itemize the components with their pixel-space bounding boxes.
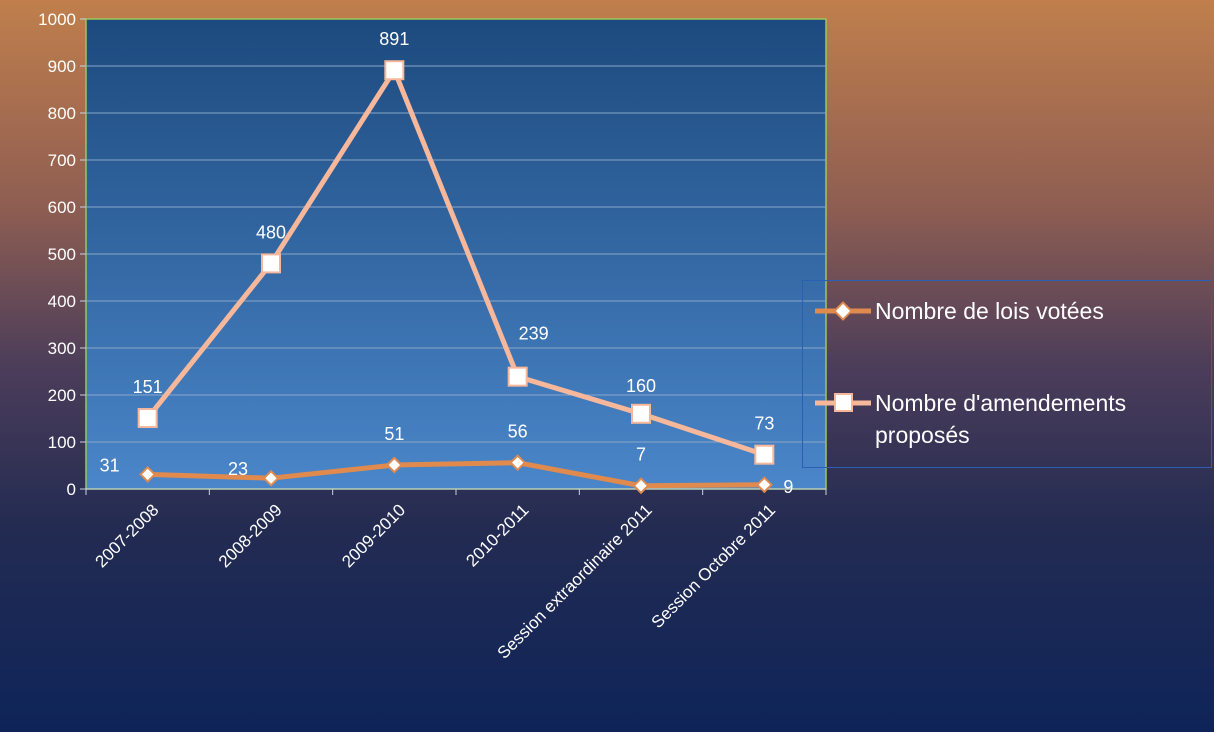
data-label: 7 — [636, 445, 646, 465]
data-label: 891 — [379, 29, 409, 49]
legend-key-lois — [815, 301, 871, 321]
data-point — [507, 366, 528, 387]
x-tick-label: 2008-2009 — [215, 500, 286, 571]
data-label: 151 — [133, 377, 163, 397]
data-label: 9 — [783, 477, 793, 497]
legend-key-amendements — [815, 393, 871, 412]
data-label: 480 — [256, 222, 286, 242]
data-point — [755, 476, 773, 494]
data-point — [631, 403, 651, 424]
data-label: 239 — [519, 324, 549, 344]
data-point — [137, 408, 158, 429]
x-tick-label: 2007-2008 — [92, 500, 163, 571]
y-tick-label: 200 — [48, 386, 76, 405]
y-tick-label: 600 — [48, 198, 76, 217]
data-label: 23 — [228, 459, 248, 479]
legend-label: Nombre de lois votées — [875, 298, 1104, 324]
y-tick-label: 900 — [48, 57, 76, 76]
series-line — [145, 67, 767, 458]
legend-label: Nombre d'amendements proposés — [875, 390, 1127, 448]
y-tick-label: 800 — [48, 104, 76, 123]
data-point — [754, 444, 775, 465]
data-point — [632, 477, 650, 495]
y-tick-label: 500 — [48, 245, 76, 264]
y-tick-label: 0 — [67, 480, 76, 499]
y-tick-label: 1000 — [38, 10, 76, 29]
data-point — [139, 465, 157, 483]
legend-item-amendements: Nombre d'amendements proposés — [811, 387, 1205, 451]
data-label: 73 — [754, 414, 774, 434]
y-tick-label: 700 — [48, 151, 76, 170]
x-tick-label: Session Octobre 2011 — [648, 500, 779, 631]
data-point — [385, 456, 403, 474]
data-label: 51 — [384, 424, 404, 444]
data-label: 56 — [508, 422, 528, 442]
data-point — [261, 253, 281, 274]
data-point — [509, 454, 527, 472]
data-point — [262, 469, 280, 487]
data-point — [384, 60, 405, 81]
x-tick-label: 2009-2010 — [338, 500, 409, 571]
data-label: 31 — [100, 455, 120, 475]
x-tick-label: 2010-2011 — [462, 500, 532, 570]
y-tick-label: 400 — [48, 292, 76, 311]
legend-item-lois: Nombre de lois votées — [811, 295, 1205, 327]
y-tick-label: 100 — [48, 433, 76, 452]
y-tick-label: 300 — [48, 339, 76, 358]
series-line — [145, 460, 767, 489]
data-label: 160 — [626, 376, 656, 396]
legend: Nombre de lois votées Nombre d'amendemen… — [802, 280, 1212, 468]
